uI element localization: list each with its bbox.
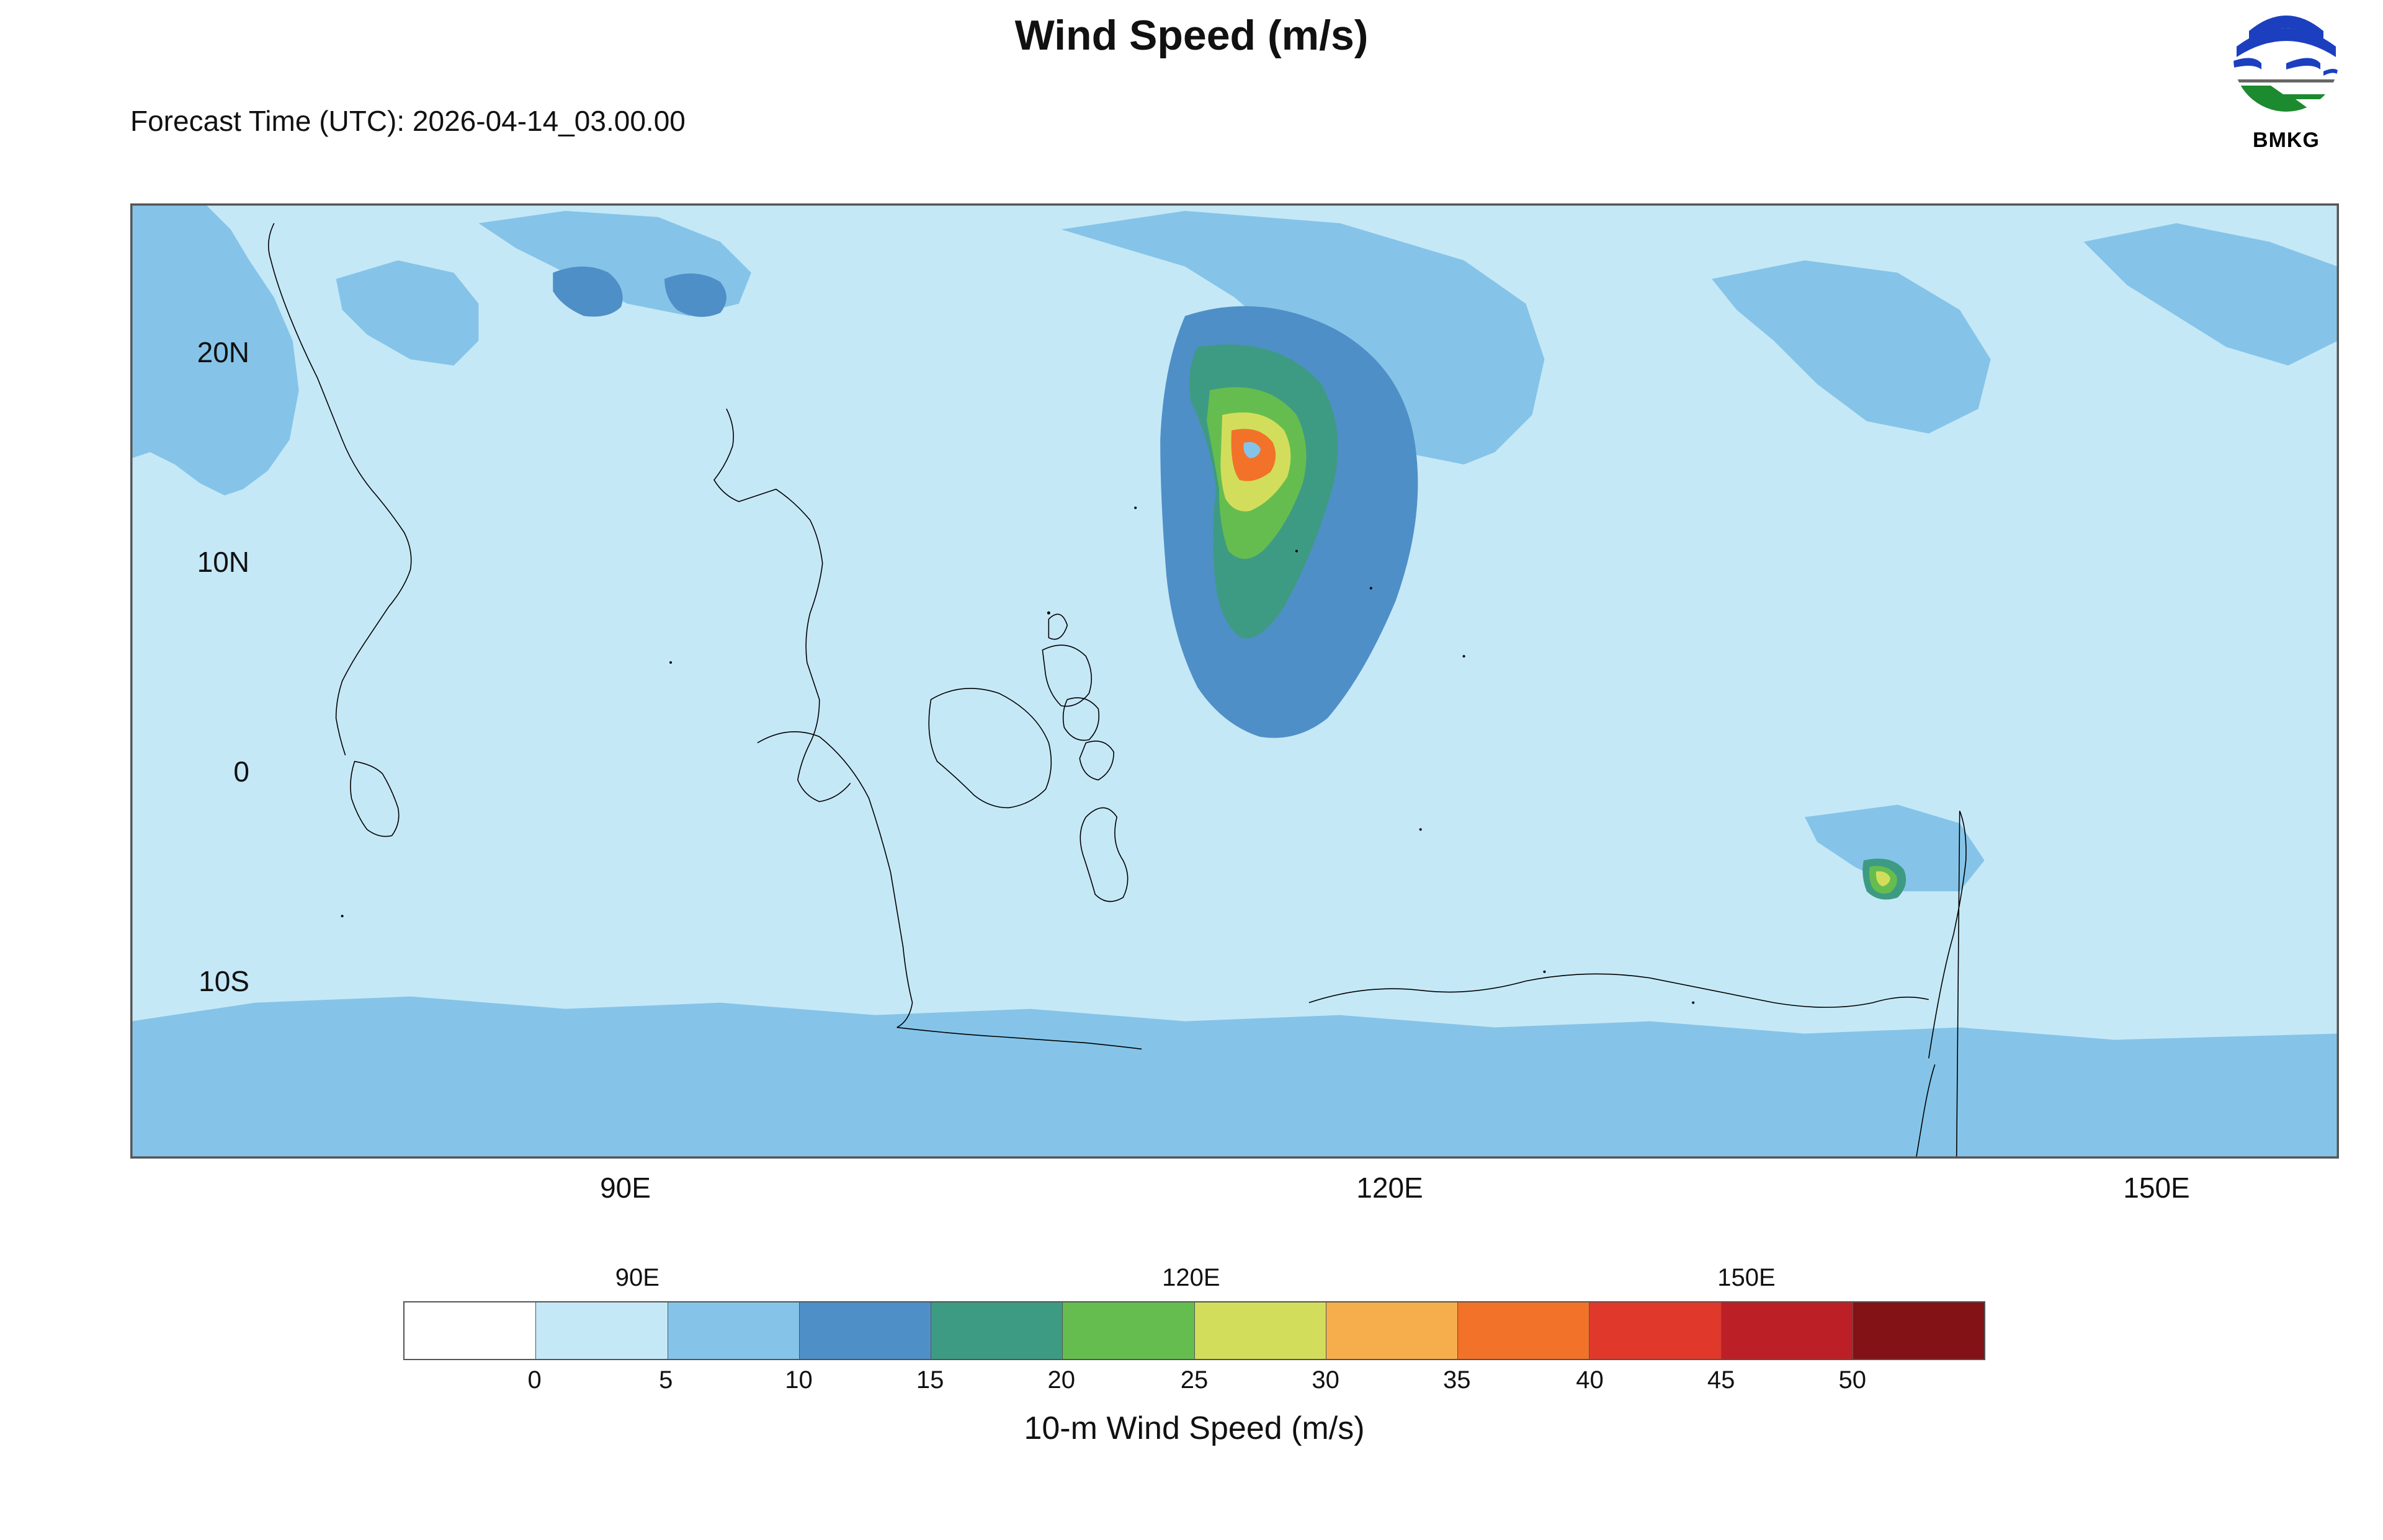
y-axis-label-10s: 10S [132, 964, 249, 998]
legend-tick-4: 20 [1048, 1366, 1076, 1394]
legend-tick-2: 10 [785, 1366, 813, 1394]
legend-swatch-2[interactable] [668, 1302, 800, 1359]
legend-container: 90E 120E 150E 0 5 10 15 20 25 30 35 40 4… [403, 1264, 1985, 1447]
legend-swatch-6[interactable] [1195, 1302, 1326, 1359]
legend-swatch-1[interactable] [536, 1302, 668, 1359]
legend-swatch-0[interactable] [405, 1302, 536, 1359]
x-axis-label-120e: 120E [1356, 1171, 1423, 1204]
legend-top-label-150e: 150E [1717, 1264, 1775, 1292]
legend-swatch-10[interactable] [1722, 1302, 1853, 1359]
bmkg-logo: BMKG [2215, 6, 2358, 153]
page-title: Wind Speed (m/s) [0, 11, 2383, 60]
legend-tick-7: 35 [1443, 1366, 1471, 1394]
legend-tick-labels: 0 5 10 15 20 25 30 35 40 45 50 [403, 1360, 1985, 1373]
legend-tick-6: 30 [1312, 1366, 1339, 1394]
legend-top-labels: 90E 120E 150E [403, 1264, 1985, 1301]
y-axis-label-0: 0 [132, 755, 249, 788]
legend-top-label-90e: 90E [615, 1264, 659, 1292]
y-axis-label-10n: 10N [132, 545, 249, 579]
y-axis-label-20n: 20N [132, 336, 249, 369]
wind-speed-map [132, 205, 2338, 1157]
x-axis-label-90e: 90E [600, 1171, 651, 1204]
legend-tick-1: 5 [659, 1366, 673, 1394]
forecast-time-label: Forecast Time (UTC): 2026-04-14_03.00.00 [130, 104, 686, 138]
legend-caption-label: 10-m Wind Speed (m/s) [403, 1410, 1985, 1447]
legend-tick-9: 45 [1707, 1366, 1735, 1394]
legend-tick-5: 25 [1181, 1366, 1209, 1394]
legend-tick-8: 40 [1576, 1366, 1604, 1394]
legend-tick-0: 0 [528, 1366, 542, 1394]
legend-swatch-11[interactable] [1853, 1302, 1984, 1359]
legend-top-label-120e: 120E [1162, 1264, 1220, 1292]
legend-tick-10: 50 [1839, 1366, 1867, 1394]
map-container[interactable]: 20N 10N 0 10S [130, 203, 2339, 1159]
legend-swatch-3[interactable] [800, 1302, 931, 1359]
legend-color-swatches[interactable] [403, 1301, 1985, 1360]
legend-swatch-7[interactable] [1326, 1302, 1458, 1359]
logo-org-label: BMKG [2215, 128, 2358, 153]
legend-tick-3: 15 [916, 1366, 944, 1394]
legend-swatch-8[interactable] [1458, 1302, 1589, 1359]
x-axis-label-150e: 150E [2123, 1171, 2189, 1204]
bmkg-logo-icon [2224, 6, 2348, 124]
legend-swatch-9[interactable] [1589, 1302, 1721, 1359]
legend-swatch-4[interactable] [931, 1302, 1063, 1359]
legend-swatch-5[interactable] [1063, 1302, 1194, 1359]
